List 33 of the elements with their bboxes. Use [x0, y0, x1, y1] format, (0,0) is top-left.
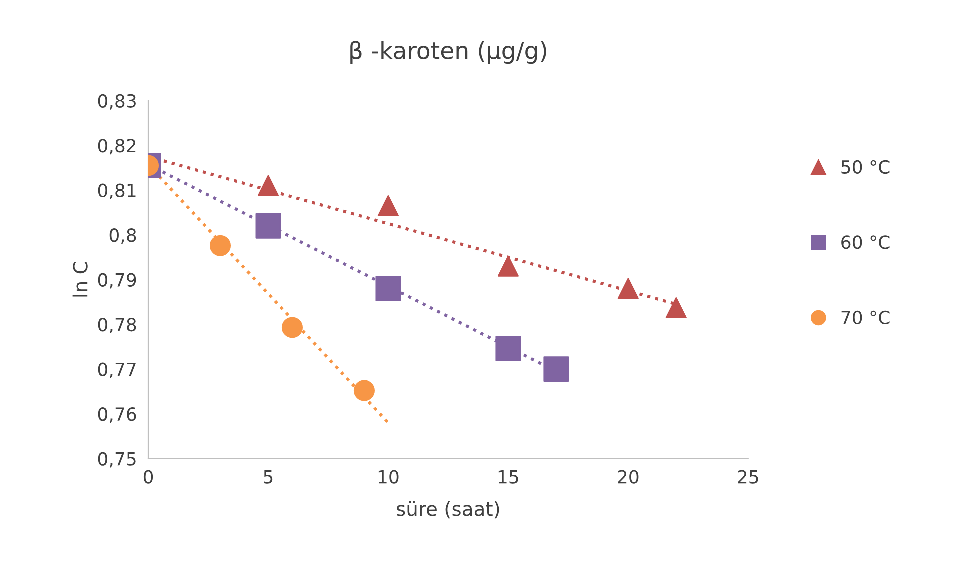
y-tick-label: 0,79 — [98, 273, 136, 289]
point — [496, 336, 522, 362]
point — [618, 278, 639, 300]
point — [210, 235, 232, 256]
legend-label: 70 °C — [842, 310, 890, 325]
x-tick-label: 0 — [144, 470, 154, 484]
point — [666, 298, 687, 319]
point — [354, 380, 375, 402]
y-axis-title: ln C — [72, 262, 88, 297]
point — [378, 195, 399, 217]
x-tick-label: 25 — [738, 470, 758, 484]
y-tick-label: 0,75 — [98, 452, 136, 468]
x-tick-label: 5 — [264, 470, 273, 484]
x-axis-title: süre (saat) — [397, 501, 500, 519]
point — [282, 317, 303, 338]
point — [258, 175, 279, 196]
x-tick-label: 15 — [498, 470, 518, 484]
point — [256, 213, 282, 239]
legend-label: 50 °C — [842, 160, 890, 174]
y-tick-label: 0,77 — [98, 362, 136, 378]
x-tick-label: 10 — [378, 470, 399, 484]
point — [498, 256, 519, 277]
y-tick-label: 0,78 — [98, 318, 136, 334]
x-tick-label: 20 — [618, 470, 639, 484]
y-tick-label: 0,81 — [98, 184, 136, 200]
point — [544, 356, 570, 382]
chart-title: β -karoten (µg/g) — [350, 41, 546, 64]
point — [376, 276, 402, 302]
y-tick-label: 0,82 — [98, 139, 136, 155]
y-tick-label: 0,76 — [98, 408, 136, 424]
y-tick-label: 0,83 — [98, 94, 136, 110]
legend-label: 60 °C — [842, 236, 890, 250]
y-tick-label: 0,8 — [110, 228, 136, 244]
